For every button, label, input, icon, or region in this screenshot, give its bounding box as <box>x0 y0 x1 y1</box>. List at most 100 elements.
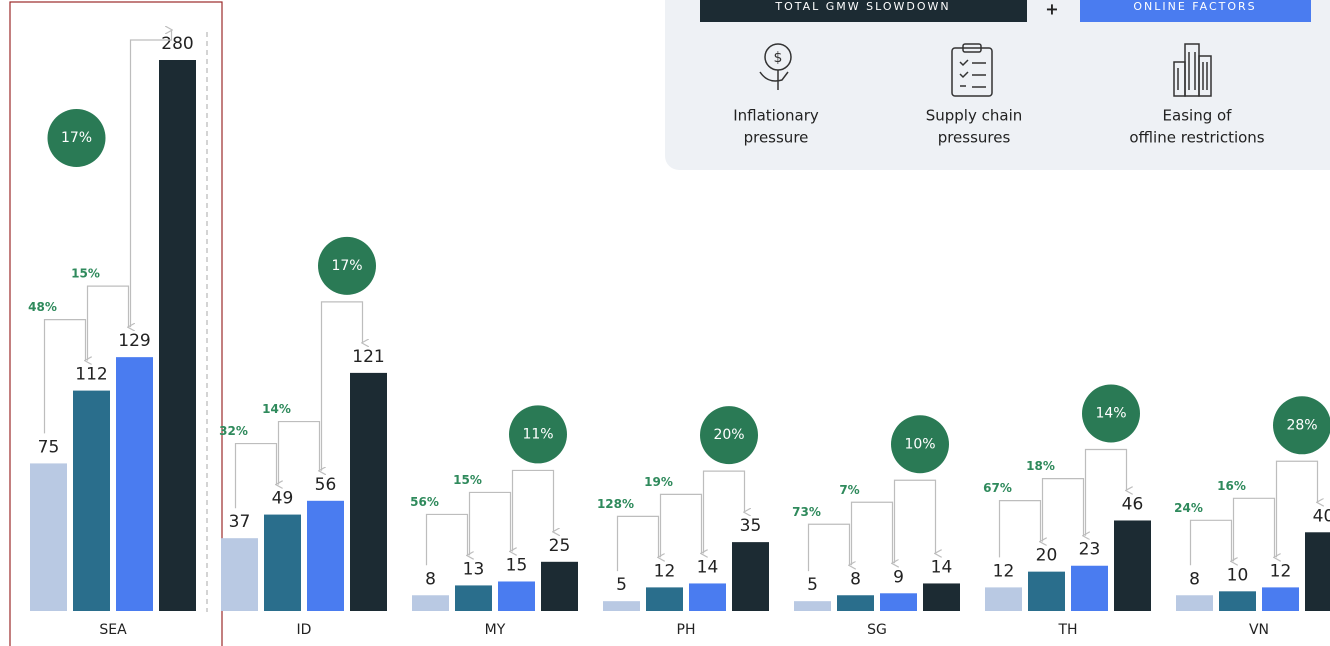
growth-connector <box>1041 478 1084 542</box>
panel-bg <box>665 0 1330 170</box>
bar <box>985 587 1022 611</box>
growth-circle <box>700 406 758 465</box>
bar <box>1305 532 1330 611</box>
value-label: 5 <box>616 575 627 595</box>
growth-label: 56% <box>410 495 439 509</box>
value-label: 8 <box>1189 569 1200 589</box>
x-tick-label: MY <box>485 622 506 638</box>
bar <box>1071 565 1108 611</box>
x-tick-label: TH <box>1057 622 1077 638</box>
growth-connector <box>234 442 277 509</box>
bar <box>880 593 917 611</box>
growth-circle <box>318 236 376 295</box>
bar <box>1262 587 1299 611</box>
growth-connector <box>702 470 745 554</box>
growth-circle <box>509 405 567 464</box>
panel: TOTAL GMW SLOWDOWN + ONLINE FACTORS $ <box>665 0 1330 170</box>
bar <box>116 357 153 611</box>
value-label: 49 <box>272 489 294 509</box>
value-label: 37 <box>229 512 251 532</box>
bar <box>732 542 769 611</box>
growth-connector <box>320 301 363 471</box>
growth-circle-label: 14% <box>1095 405 1126 421</box>
growth-connector <box>511 469 554 552</box>
growth-connector <box>1232 497 1275 561</box>
value-label: 9 <box>893 567 904 587</box>
bar <box>923 583 960 611</box>
growth-connector <box>129 30 172 328</box>
icon-buildings <box>1173 43 1212 97</box>
right-box-label: ONLINE FACTORS <box>1133 0 1256 13</box>
factor-label: Inflationary <box>733 107 819 125</box>
svg-text:$: $ <box>774 50 783 66</box>
growth-label: 32% <box>219 424 248 438</box>
growth-connector <box>616 515 659 572</box>
growth-connector <box>43 319 86 434</box>
factor-label: pressures <box>938 129 1011 147</box>
growth-label: 15% <box>71 267 100 281</box>
bar <box>455 585 492 611</box>
factor-label: Easing of <box>1163 107 1233 125</box>
value-label: 35 <box>740 516 762 536</box>
growth-circle <box>1273 396 1330 455</box>
x-tick-label: SEA <box>99 622 127 638</box>
growth-label: 19% <box>644 475 673 489</box>
growth-label: 18% <box>1026 459 1055 473</box>
bar <box>412 595 449 611</box>
bar <box>689 583 726 611</box>
bar <box>307 500 344 611</box>
value-label: 12 <box>993 561 1015 581</box>
growth-circle-label: 17% <box>331 258 362 274</box>
value-label: 14 <box>697 557 719 577</box>
x-tick-label: ID <box>297 622 312 638</box>
bar <box>159 60 196 611</box>
value-label: 13 <box>463 559 485 579</box>
value-label: 40 <box>1313 506 1330 526</box>
growth-connector <box>998 500 1041 558</box>
x-tick-label: VN <box>1249 622 1269 638</box>
growth-circle-label: 28% <box>1286 417 1317 433</box>
bar <box>30 463 67 611</box>
growth-label: 24% <box>1174 501 1203 515</box>
highlight-box <box>9 1 223 646</box>
bar <box>498 581 535 611</box>
value-label: 8 <box>850 569 861 589</box>
growth-connector <box>807 523 850 572</box>
right-box <box>1080 0 1311 22</box>
value-label: 121 <box>352 347 384 367</box>
growth-circle-label: 17% <box>61 130 92 146</box>
value-label: 280 <box>161 34 193 54</box>
icon-clipboard <box>951 43 993 97</box>
value-label: 8 <box>425 569 436 589</box>
growth-connector <box>86 285 129 361</box>
left-box-label: TOTAL GMW SLOWDOWN <box>774 0 950 13</box>
growth-label: 14% <box>262 402 291 416</box>
value-label: 20 <box>1036 546 1058 566</box>
bar <box>837 595 874 611</box>
left-box <box>700 0 1027 22</box>
bar <box>221 538 258 611</box>
growth-connector <box>1189 519 1232 565</box>
growth-connector <box>893 479 936 564</box>
growth-connector <box>425 513 468 566</box>
value-label: 112 <box>75 365 107 385</box>
growth-circle-label: 10% <box>904 436 935 452</box>
bar <box>1114 520 1151 611</box>
value-label: 14 <box>931 557 953 577</box>
plus: + <box>1045 0 1058 19</box>
bar <box>1219 591 1256 611</box>
growth-label: 67% <box>983 481 1012 495</box>
growth-label: 15% <box>453 473 482 487</box>
growth-label: 73% <box>792 505 821 519</box>
bar <box>1028 571 1065 611</box>
growth-connector <box>277 420 320 485</box>
factor-label: pressure <box>744 129 809 147</box>
value-label: 75 <box>38 437 60 457</box>
growth-label: 16% <box>1217 479 1246 493</box>
growth-circle <box>47 109 106 167</box>
bar <box>541 561 578 611</box>
bar <box>1176 595 1213 611</box>
value-label: 23 <box>1079 540 1101 560</box>
growth-connector <box>468 491 511 555</box>
